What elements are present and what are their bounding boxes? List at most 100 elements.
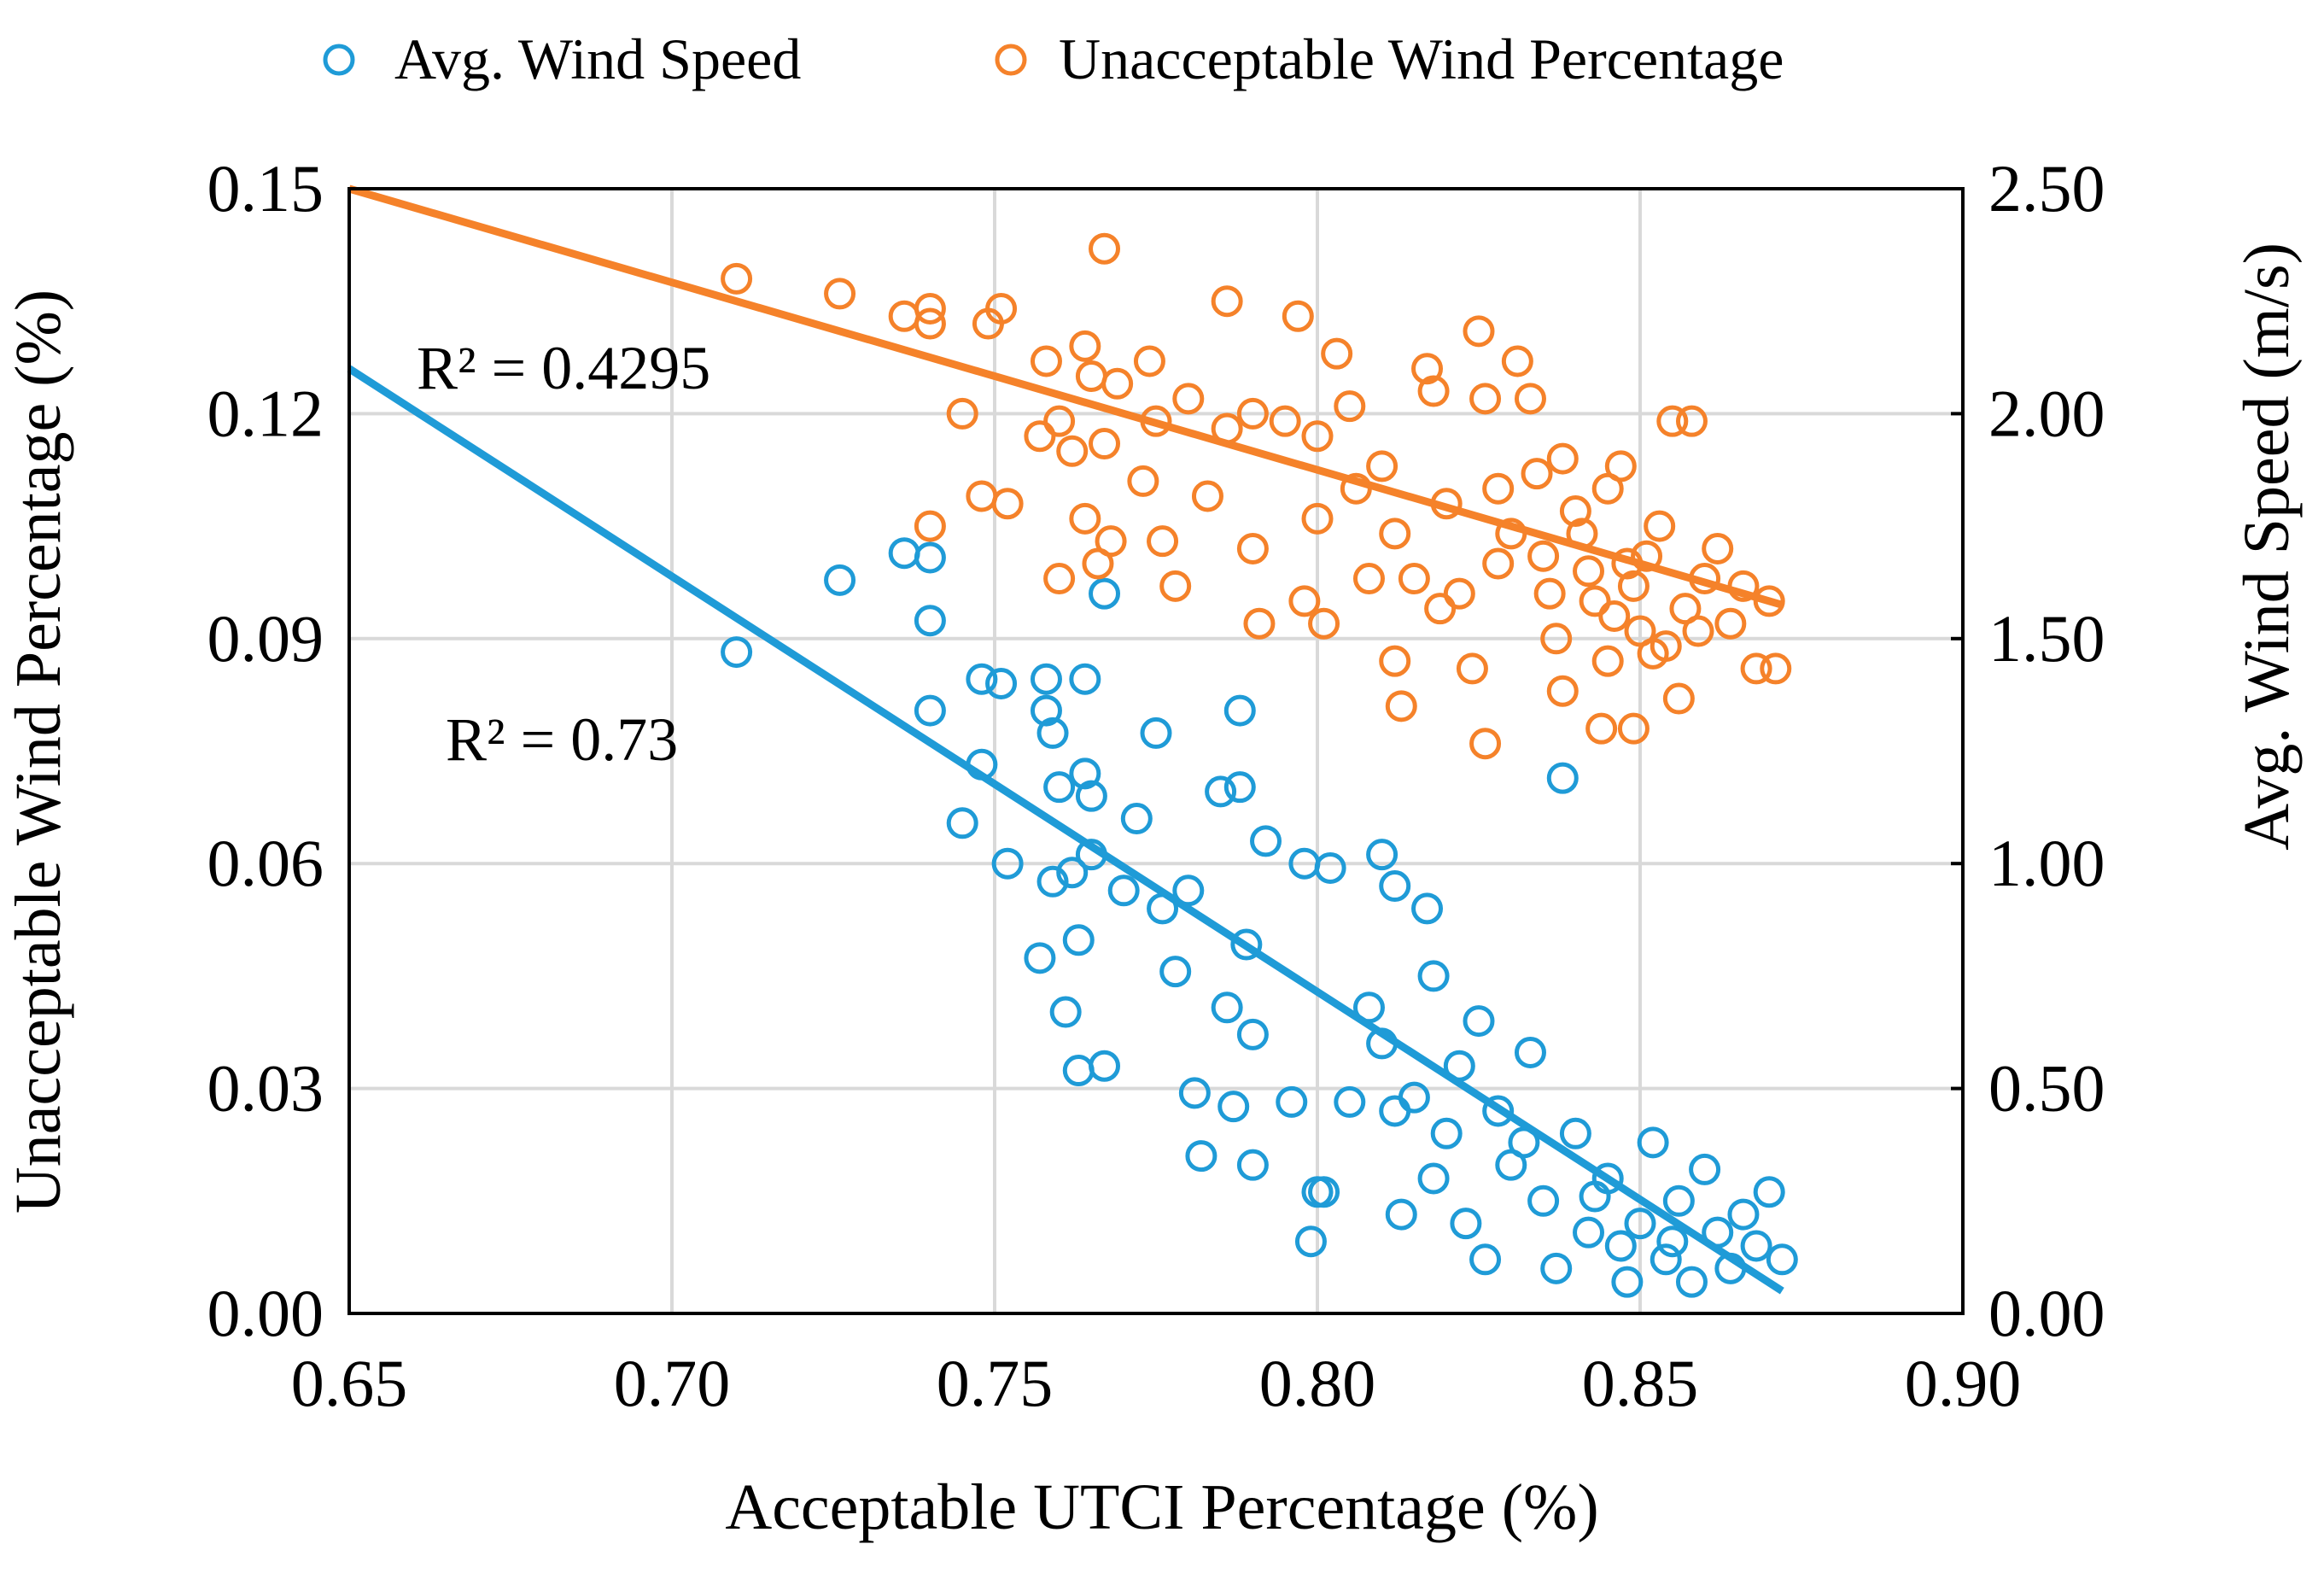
y2-tick-label: 0.50 [1988,1051,2105,1126]
point [1501,345,1533,377]
point [1682,615,1714,647]
y-tick-label: 0.03 [207,1051,324,1126]
plot-frame [347,187,1965,1315]
point [1482,1095,1515,1127]
annotation: R² = 0.4295 [417,334,710,402]
point [1159,956,1192,988]
point [1385,1198,1417,1231]
point [1089,577,1121,610]
point [1385,690,1417,722]
point [1043,405,1076,437]
point [1417,375,1450,407]
y2-tick-label: 2.50 [1988,151,2105,225]
point [1243,607,1276,640]
point [946,807,978,839]
point [1766,1243,1798,1276]
x-tick-label: 0.90 [1905,1346,2022,1420]
point [1417,1162,1450,1195]
point [1049,996,1082,1028]
point [991,488,1024,520]
point [1120,803,1153,835]
y2-tick-label: 1.00 [1988,826,2105,900]
x-tick-label: 0.65 [291,1346,408,1420]
point [1689,1153,1721,1185]
point [1469,728,1502,760]
point [1631,540,1663,572]
point [1069,757,1101,790]
legend-marker [995,44,1027,76]
point [1352,563,1385,595]
point [1379,518,1411,550]
point [1482,472,1515,505]
point [1236,1149,1269,1181]
point [1591,645,1624,677]
point [1147,525,1179,558]
point [914,694,946,727]
point [1398,563,1430,595]
x-tick-label: 0.70 [614,1346,731,1420]
point [1533,577,1566,610]
y-axis-title: Unacceptable Wind Percentage (%) [3,290,74,1214]
point [1282,300,1314,332]
point [1069,502,1101,535]
point [914,510,946,542]
point [1740,652,1772,685]
point [914,307,946,340]
point [1727,1198,1760,1231]
point [1379,1095,1411,1127]
y2-tick-label: 2.00 [1988,376,2105,450]
point [1036,716,1069,749]
point [1191,480,1223,512]
point [1514,1036,1546,1068]
y2-axis-title: Avg. Wind Speed (m/s) [2231,243,2303,851]
point [1036,865,1069,898]
point [1650,1243,1682,1276]
point [985,292,1018,325]
point [1579,585,1611,617]
point [1559,495,1591,528]
x-axis-title: Acceptable UTCI Percentage (%) [725,1471,1598,1543]
point [1236,532,1269,564]
point [1617,570,1650,602]
point [1211,285,1243,318]
point [1662,1184,1695,1217]
y-tick-label: 0.15 [207,151,324,225]
point [1417,960,1450,992]
point [1611,1266,1644,1298]
point [1702,532,1734,564]
point [1075,360,1107,392]
point [914,541,946,574]
point [914,292,946,325]
point [1133,345,1165,377]
point [1334,390,1366,423]
point [1463,315,1495,348]
point [1043,771,1076,804]
point [1069,663,1101,695]
point [1024,420,1056,453]
point [1127,465,1159,497]
x-tick-label: 0.85 [1582,1346,1699,1420]
point [1095,525,1127,558]
point [1308,1176,1340,1208]
point [1546,675,1579,707]
point [1637,1126,1669,1159]
point [888,537,920,570]
point [824,278,856,310]
point [1546,442,1579,475]
point [946,397,978,430]
point [1062,1055,1095,1087]
point [1223,694,1256,727]
point [1714,607,1747,640]
point [824,564,856,596]
point [1269,405,1301,437]
point [1211,991,1243,1024]
point [1662,682,1695,715]
y-tick-label: 0.12 [207,376,324,450]
point [721,636,753,669]
point [1185,1140,1217,1173]
x-tick-label: 0.80 [1259,1346,1376,1420]
point [1140,716,1172,749]
point [1598,599,1631,632]
point [1301,502,1334,535]
